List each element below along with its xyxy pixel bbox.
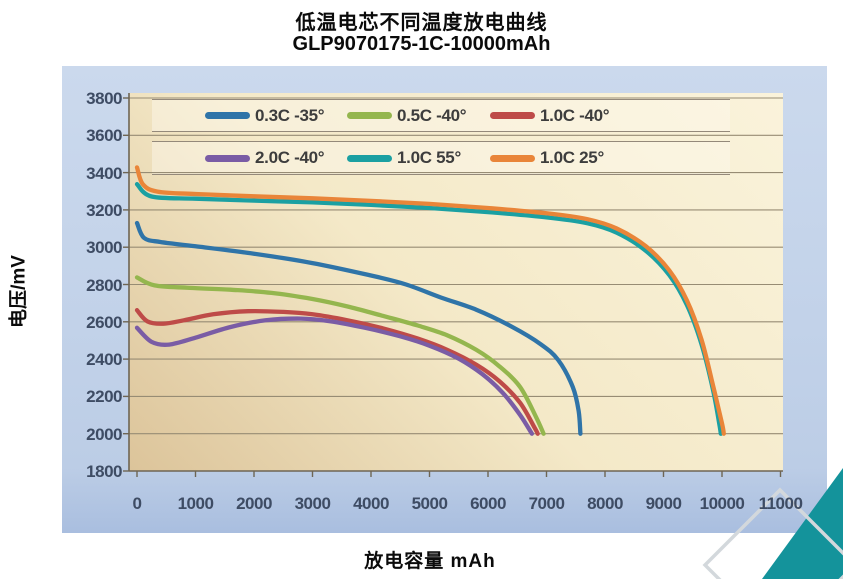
x-tick-label: 0: [132, 494, 142, 513]
legend-label: 2.0C -40°: [255, 148, 325, 167]
legend-label: 1.0C 25°: [540, 148, 604, 167]
page-title: 低温电芯不同温度放电曲线: [295, 12, 548, 34]
x-tick-label: 4000: [353, 494, 389, 513]
y-tick-label: 1800: [86, 462, 122, 481]
y-tick-label: 3000: [86, 238, 122, 258]
legend-label: 1.0C -40°: [540, 105, 610, 125]
x-tick-label: 5000: [411, 494, 448, 513]
x-tick-label: 6000: [470, 494, 506, 513]
legend-entry: 1.0C 55°: [347, 142, 461, 174]
x-tick-label: 3000: [294, 494, 331, 513]
legend-label: 0.3C -35°: [255, 105, 325, 125]
legend-row: 2.0C -40° 1.0C 55° 1.0C 25°: [152, 141, 730, 175]
x-tick-label: 10000: [699, 494, 745, 513]
legend-entry: 2.0C -40°: [205, 142, 325, 174]
y-axis-title: 电压/mV: [8, 255, 30, 328]
y-tick-label: 3800: [86, 89, 122, 108]
legend-swatch-icon: [205, 154, 250, 162]
y-tick-label: 2400: [86, 350, 122, 370]
x-tick-label: 11000: [758, 494, 803, 513]
y-tick-label: 2800: [86, 275, 122, 295]
y-tick-label: 2000: [86, 424, 122, 444]
legend-entry: 0.3C -35°: [205, 100, 325, 131]
x-tick-label: 7000: [528, 494, 565, 513]
legend-label: 0.5C -40°: [397, 105, 467, 125]
x-axis-title: 放电容量 mAh: [364, 551, 496, 572]
legend-swatch-icon: [347, 154, 392, 162]
legend-swatch-icon: [347, 112, 392, 119]
x-tick-label: 2000: [236, 494, 272, 513]
legend-swatch-icon: [205, 112, 250, 119]
y-tick-label: 3200: [86, 200, 122, 220]
legend-entry: 1.0C 25°: [490, 142, 604, 174]
y-tick-label: 2200: [86, 387, 122, 407]
legend-swatch-icon: [490, 112, 535, 119]
y-tick-label: 2600: [86, 312, 122, 332]
x-tick-label: 9000: [645, 494, 682, 513]
legend-label: 1.0C 55°: [397, 148, 461, 167]
legend-entry: 0.5C -40°: [347, 100, 467, 131]
legend-entry: 1.0C -40°: [490, 100, 610, 131]
x-tick-label: 8000: [587, 494, 623, 513]
y-tick-label: 3400: [86, 163, 122, 183]
y-tick-label: 3600: [86, 126, 122, 146]
page-subtitle: GLP9070175-1C-10000mAh: [292, 33, 551, 55]
legend-row: 0.3C -35° 0.5C -40° 1.0C -40°: [152, 99, 730, 132]
x-tick-label: 1000: [177, 494, 214, 513]
legend-swatch-icon: [490, 154, 535, 162]
